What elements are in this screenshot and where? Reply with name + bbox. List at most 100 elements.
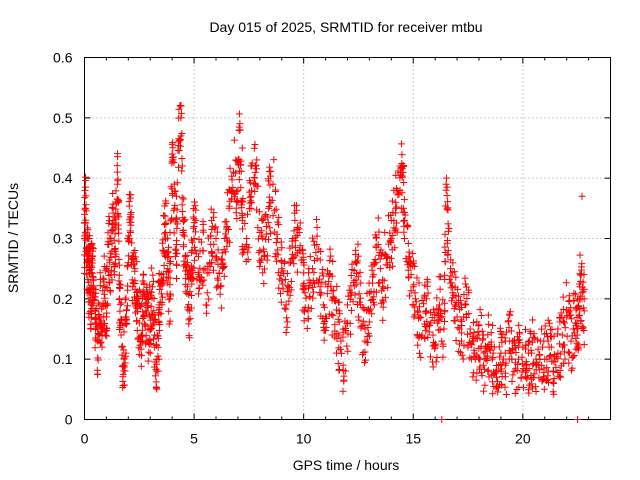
data-point: [444, 198, 452, 206]
data-point: [154, 352, 162, 360]
data-point: [278, 277, 286, 285]
data-point: [274, 269, 282, 277]
data-point: [392, 185, 400, 193]
data-point: [208, 222, 216, 230]
data-point: [524, 386, 532, 394]
data-point: [327, 252, 335, 260]
data-point: [232, 209, 240, 217]
data-point: [531, 335, 539, 343]
data-point: [82, 173, 90, 181]
data-point: [324, 283, 332, 291]
data-point: [151, 343, 159, 351]
data-point: [515, 321, 523, 329]
data-point: [392, 198, 400, 206]
data-point: [177, 109, 185, 117]
data-point: [225, 204, 233, 212]
data-point: [412, 298, 420, 306]
data-point: [556, 340, 564, 348]
data-point: [409, 301, 417, 309]
data-point: [356, 294, 364, 302]
data-point: [319, 301, 327, 309]
data-point: [199, 228, 207, 236]
data-point: [449, 289, 457, 297]
data-point: [353, 257, 361, 265]
data-point: [574, 295, 582, 303]
data-point: [135, 301, 143, 309]
data-point: [160, 261, 168, 269]
data-point: [313, 241, 321, 249]
data-point: [458, 351, 466, 359]
data-point: [472, 376, 480, 384]
data-point: [151, 372, 159, 380]
data-point: [365, 289, 373, 297]
data-point: [550, 332, 558, 340]
data-point: [489, 390, 497, 398]
data-point: [173, 220, 181, 228]
data-point: [392, 225, 400, 233]
data-point: [291, 209, 299, 217]
data-point: [407, 287, 415, 295]
data-point: [415, 349, 423, 357]
data-point: [251, 162, 259, 170]
data-point: [322, 327, 330, 335]
data-point: [300, 283, 308, 291]
data-point: [565, 307, 573, 315]
data-point: [476, 306, 484, 314]
data-point: [178, 201, 186, 209]
data-point: [380, 285, 388, 293]
data-point: [201, 265, 209, 273]
data-point: [577, 317, 585, 325]
data-point: [352, 258, 360, 266]
x-tick-label: 5: [190, 431, 198, 447]
data-point: [509, 371, 517, 379]
data-point: [366, 332, 374, 340]
data-point: [425, 328, 433, 336]
data-point: [559, 305, 567, 313]
data-point: [222, 218, 230, 226]
data-point: [413, 274, 421, 282]
data-point: [344, 319, 351, 327]
data-point: [387, 254, 395, 262]
data-point: [453, 313, 461, 321]
data-point: [244, 248, 252, 256]
data-point: [132, 253, 140, 261]
data-point: [262, 230, 270, 238]
data-point: [87, 301, 95, 309]
data-point: [433, 294, 441, 302]
data-point: [320, 319, 328, 327]
data-point: [400, 228, 408, 236]
data-point: [362, 356, 370, 364]
data-point: [287, 259, 295, 267]
data-point: [400, 235, 408, 242]
data-point: [177, 102, 185, 110]
data-point: [261, 265, 269, 273]
data-point: [444, 227, 452, 235]
data-point: [388, 246, 396, 254]
data-point: [487, 329, 495, 337]
data-point: [190, 235, 198, 242]
data-point: [404, 222, 412, 230]
data-point: [310, 237, 318, 245]
data-point: [436, 301, 444, 309]
data-point: [246, 179, 254, 187]
data-point: [375, 251, 383, 259]
data-point: [251, 180, 259, 188]
data-point: [264, 218, 272, 226]
data-point: [567, 304, 575, 312]
data-point: [322, 313, 330, 321]
x-tick-label: 10: [296, 431, 312, 447]
data-point: [422, 307, 430, 315]
data-point: [502, 390, 510, 398]
data-point: [523, 361, 531, 369]
data-point: [383, 253, 391, 261]
data-point: [429, 331, 437, 339]
data-point: [493, 366, 501, 374]
data-point: [178, 194, 186, 202]
data-point: [148, 283, 156, 291]
data-point: [120, 381, 128, 389]
data-point: [361, 325, 369, 333]
data-point: [358, 351, 366, 359]
data-point: [170, 204, 178, 212]
data-point: [514, 361, 522, 369]
data-point: [290, 260, 298, 268]
